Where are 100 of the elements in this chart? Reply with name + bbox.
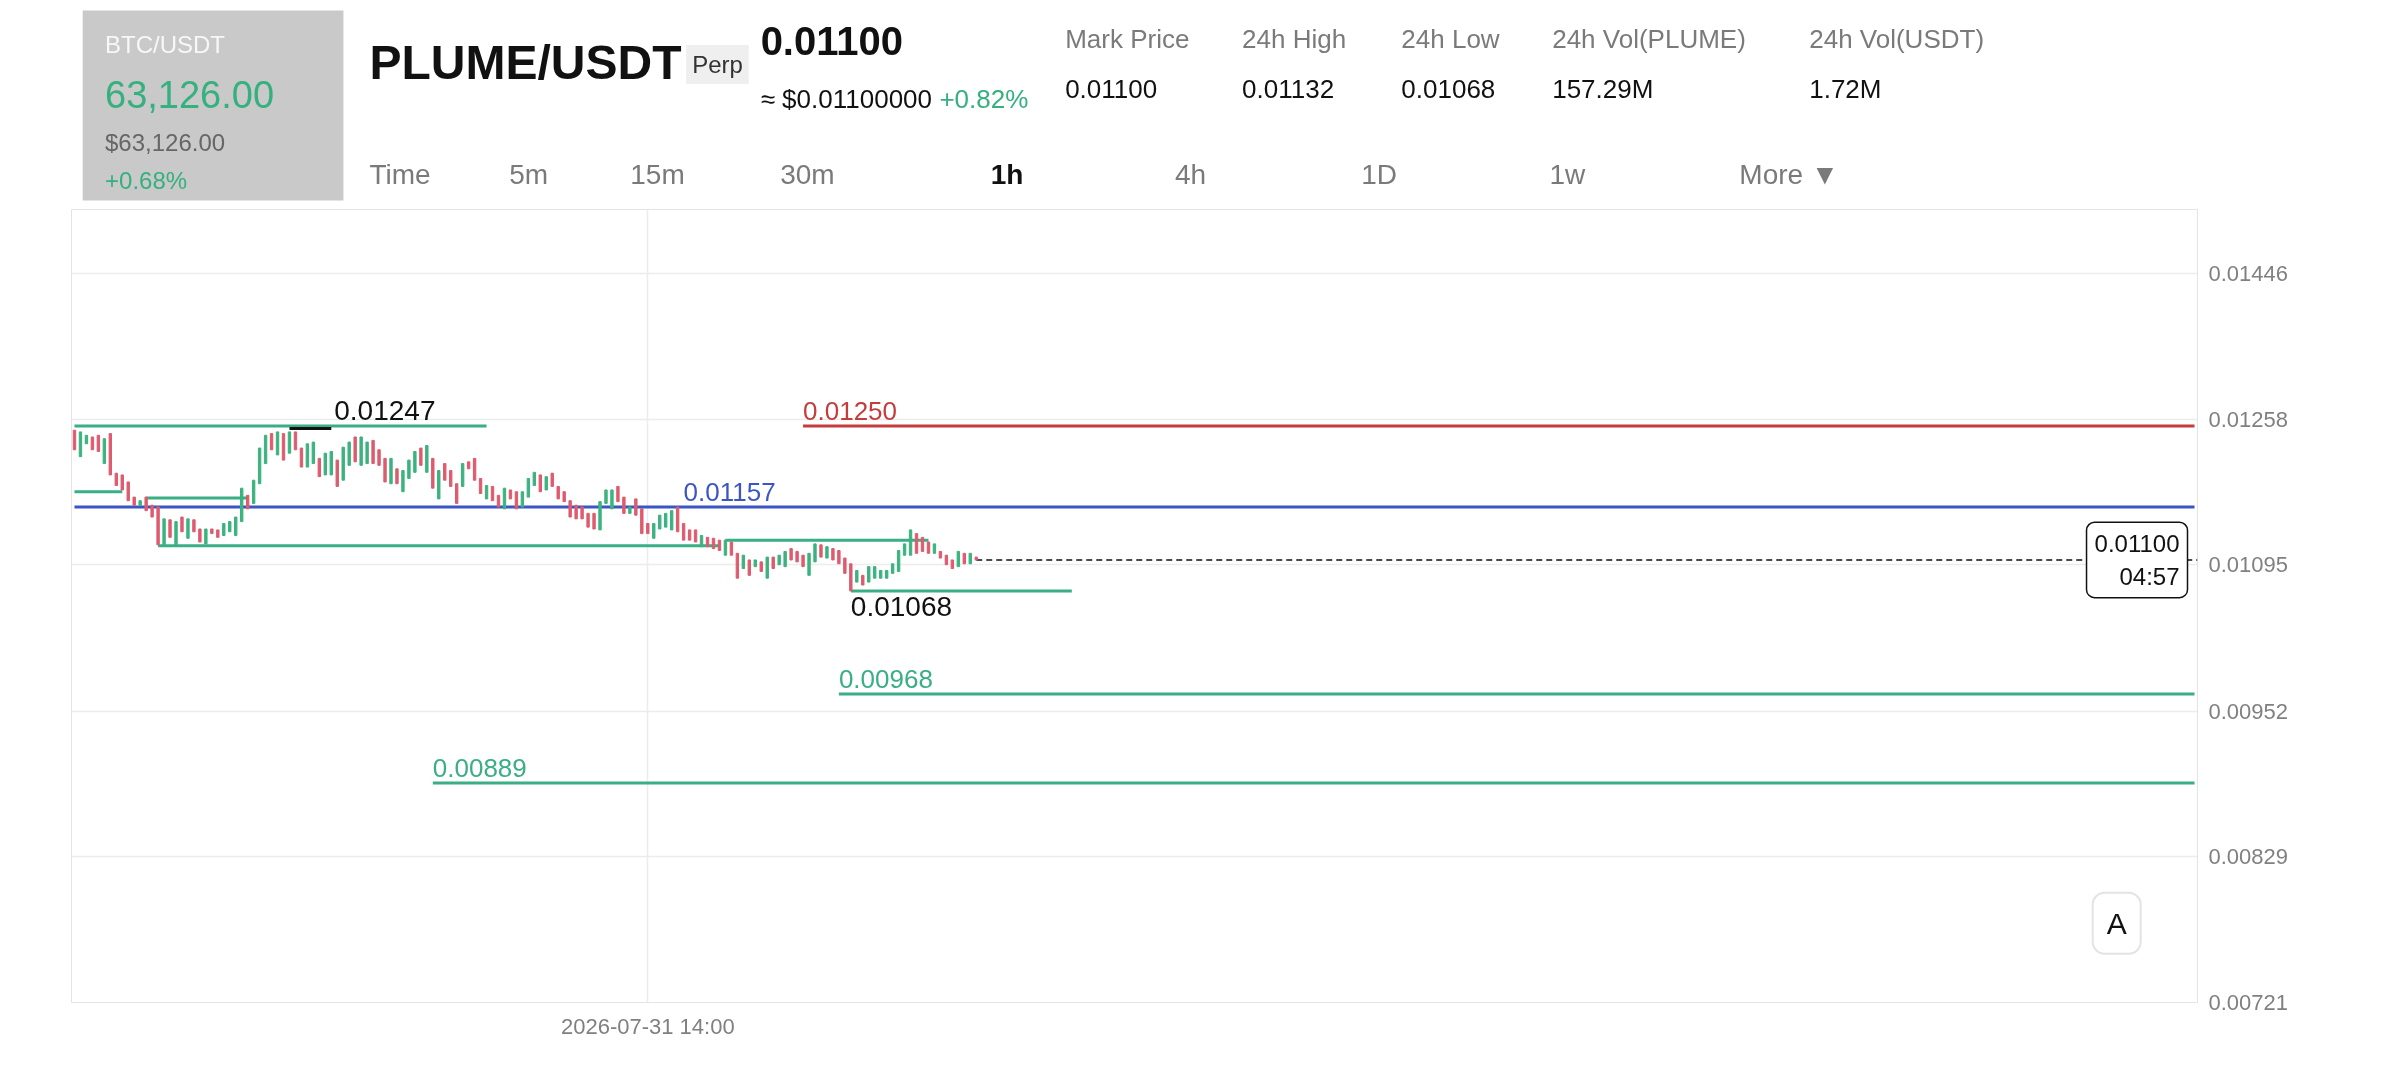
candlestick [526,477,531,498]
y-tick-label: 0.00952 [2208,698,2289,724]
candlestick [437,470,441,500]
series-label: 0.00889 [432,753,527,784]
candlestick [78,431,83,458]
text: $63,126.00 [105,129,226,156]
candlestick [884,569,889,579]
candlestick [532,471,537,487]
annotation: A [2106,906,2127,940]
candlestick [873,566,877,579]
candlestick [681,522,686,541]
candlestick [287,431,292,454]
candlestick [234,516,238,536]
candlestick [896,549,901,572]
candlestick [449,470,453,487]
candlestick [216,529,220,538]
candlestick [102,438,107,465]
candlestick [849,563,853,592]
candlestick [693,529,698,543]
candlestick [192,519,196,533]
candlestick [520,491,525,508]
candlestick [634,498,638,516]
candlestick [401,470,405,493]
candlestick [126,481,130,502]
candlestick [658,514,662,530]
candlestick [747,559,752,576]
candlestick [538,474,542,493]
text: 0.01100 [1065,73,1158,104]
candlestick [825,546,829,559]
candlestick [974,556,978,561]
text: 24h Vol(USDT) [1809,23,1985,54]
candlestick [508,489,513,500]
candlestick [443,463,447,481]
candlestick [359,436,363,466]
annotation: 0.01247 [334,394,436,426]
candlestick [371,439,375,465]
candlestick [837,549,841,565]
candlestick [926,541,931,554]
candlestick [610,489,614,510]
candlestick [496,494,501,508]
text: 24h Vol(PLUME) [1552,23,1746,54]
candlestick [383,457,387,483]
text: 24h Low [1401,23,1500,54]
candlestick [514,491,519,510]
text: 157.29M [1552,73,1654,104]
candlestick [335,459,339,487]
chart-subtitle: Perp [692,51,743,78]
candlestick [741,554,746,570]
y-tick-label: 0.01095 [2208,552,2289,578]
candlestick [323,452,327,476]
candlestick [879,569,883,579]
candlestick [616,485,620,503]
candlestick [377,449,381,466]
candlestick [962,552,966,565]
candlestick [186,518,190,539]
candlestick [472,457,477,481]
chart-title: PLUME/USDT [369,36,682,89]
candlestick [867,566,871,583]
ref-line-label: 0.01100 04:57 [2094,530,2180,590]
candlestick [819,544,823,558]
y-tick-label: 0.00829 [2208,843,2289,869]
candlestick [717,539,722,551]
candlestick [914,533,919,554]
candlestick [622,496,626,514]
text: 1.72M [1809,73,1882,104]
candlestick [586,512,590,528]
text: 0.01132 [1242,73,1335,104]
candlestick [245,494,250,510]
candlestick [407,459,411,479]
series-label: 0.01157 [683,477,776,508]
text: More ▼ [1739,159,1839,190]
x-tick-label: 2026-07-31 14:00 [560,1013,735,1039]
candlestick [795,550,799,563]
candlestick [843,557,847,574]
candlestick [431,457,435,489]
candlestick [395,468,399,485]
candlestick [932,543,937,554]
text: 24h High [1242,23,1347,54]
candlestick [783,550,787,568]
candlestick [484,485,489,500]
candlestick [556,485,560,500]
text: Time [369,159,431,190]
candlestick [669,510,674,531]
candlestick [861,574,865,586]
candlestick [293,431,298,451]
candlestick [640,508,644,535]
candlestick [365,441,369,465]
candlestick [687,529,692,541]
candlestick [604,489,608,504]
candlestick [592,512,596,530]
text: 1D [1361,159,1398,190]
candlestick [968,552,972,565]
candlestick [753,559,757,568]
y-tick-label: 0.01258 [2208,406,2289,432]
candlestick [210,528,214,535]
candlestick [150,504,154,518]
candlestick [114,472,118,487]
candlestick [341,446,345,481]
text: 0.01100 [760,18,904,63]
candlestick [425,444,429,473]
